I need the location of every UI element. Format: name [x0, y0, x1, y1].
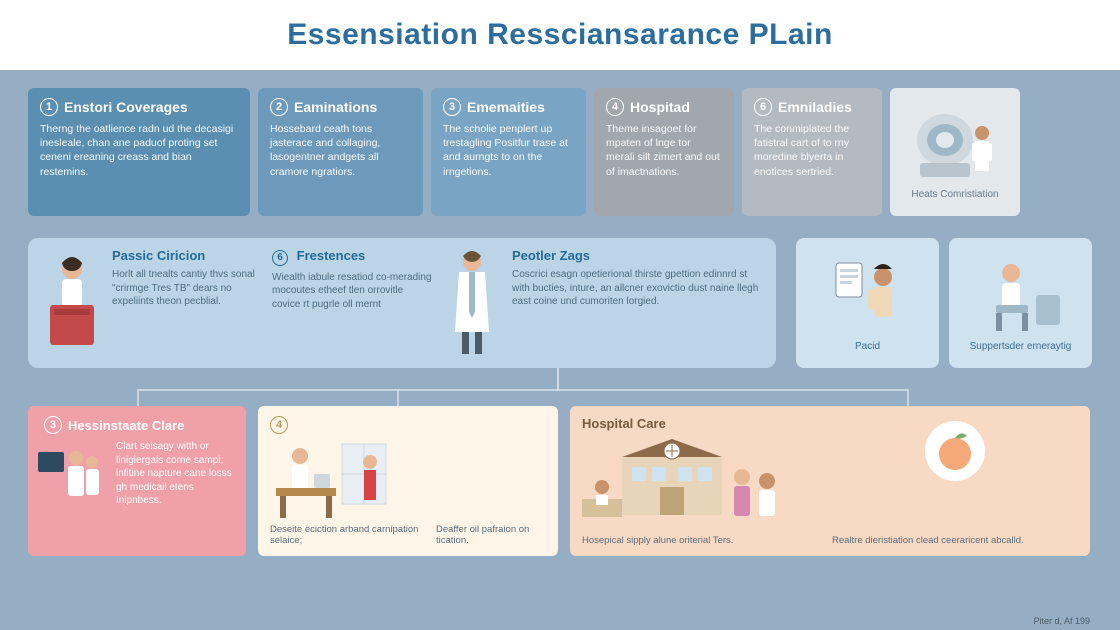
mini-card-support: Suppertsder erneraytig: [949, 238, 1092, 368]
doctor-pair-icon: [36, 446, 106, 506]
footer-credit: Piter d, Af 199: [1033, 616, 1090, 626]
row2-right-panel: Pacid Suppertsder erneraytig: [796, 238, 1092, 368]
card-coverages: 1 Enstori Coverages Therng the oatlience…: [28, 88, 250, 216]
card-title: Hospitad: [630, 99, 690, 115]
card-body: Therng the oatlience radn ud the decasig…: [40, 122, 238, 179]
block-passic: Passic Ciricion Horlt all tnealts cantiy…: [112, 248, 262, 358]
doctor-standing-icon: [442, 248, 502, 358]
main-area: 1 Enstori Coverages Therng the oatlience…: [0, 70, 1120, 630]
card-body: The scholie penplert up trestagling Posi…: [443, 122, 574, 179]
card-title: Eaminations: [294, 99, 377, 115]
card-emergencies: 3 Ememaities The scholie penplert up tre…: [431, 88, 586, 216]
block-title: Peotler Zags: [512, 248, 762, 263]
card-hospital-care: Hospital Care: [570, 406, 1090, 556]
card-title: Emniladies: [778, 99, 852, 115]
card-num: 3: [443, 98, 461, 116]
mini-caption: Pacid: [855, 341, 880, 352]
hospital-right: Realtre dieristiation clead ceeraricent …: [832, 416, 1078, 546]
hospital-building-icon: [582, 437, 802, 527]
split-caption: Realtre dieristiation clead ceeraricent …: [832, 535, 1078, 546]
split-caption: Hosepical sipply alune oriterial Ters.: [582, 535, 822, 546]
desk-scene-right: Deaffer oil pafraion on tication.: [436, 440, 546, 546]
card-title: Hospital Care: [582, 416, 666, 431]
card-title: Hessinstaate Clare: [68, 418, 184, 433]
block-title: Frestences: [297, 248, 366, 263]
block-frestences: 6 Frestences Wiealth iabule resatiod co-…: [272, 248, 432, 358]
card-title: Enstori Coverages: [64, 99, 188, 115]
clipboard-person-icon: [828, 255, 908, 335]
row-3: 3 Hessinstaate Clare Clart seisagy witth…: [28, 406, 1092, 556]
split-caption: Deseite eciction arband carnipation sela…: [270, 524, 426, 546]
page-title: Essensiation Ressciansarance PLain: [287, 18, 833, 52]
row-2: Passic Ciricion Horlt all tnealts cantiy…: [28, 238, 1092, 368]
mini-card-pacid: Pacid: [796, 238, 939, 368]
seated-nurse-icon: [976, 255, 1066, 335]
block-body: Coscrici esagn opetierional thirste gpet…: [512, 268, 762, 309]
card-body: The conmiplated the fatistral cart of to…: [754, 122, 870, 179]
block-peotler: Peotler Zags Coscrici esagn opetierional…: [512, 248, 762, 358]
card-title: Ememaities: [467, 99, 545, 115]
card-num: 6: [754, 98, 772, 116]
image-card-scanner: Heats Comristiation: [890, 88, 1020, 216]
peach-circle-icon: [920, 416, 990, 486]
card-body: Hossebard ceath tons jasterace and colla…: [270, 122, 411, 179]
block-body: Wiealth iabule resatiod co-merading moco…: [272, 271, 432, 312]
card-hospital: 4 Hospitad Theme insagoet for mpaten of …: [594, 88, 734, 216]
image-caption: Heats Comristiation: [911, 189, 998, 200]
card-enrollees: 6 Emniladies The conmiplated the fatistr…: [742, 88, 882, 216]
mini-caption: Suppertsder erneraytig: [970, 341, 1072, 352]
card-hessinstate: 3 Hessinstaate Clare Clart seisagy witth…: [28, 406, 246, 556]
row-1: 1 Enstori Coverages Therng the oatlience…: [28, 88, 1092, 216]
block-num: 6: [272, 250, 288, 266]
nurse-desk-icon: [42, 248, 102, 358]
card-num: 3: [44, 416, 62, 434]
card-num: 4: [270, 416, 288, 434]
card-body: Clart seisagy witth or linigiergals corn…: [116, 440, 234, 508]
block-body: Horlt all tnealts cantiy thvs sonal "cri…: [112, 268, 262, 309]
card-examinations: 2 Eaminations Hossebard ceath tons jaste…: [258, 88, 423, 216]
scanner-icon: [910, 105, 1000, 185]
hospital-left: Hospital Care: [582, 416, 822, 546]
card-desk-scene: 4: [258, 406, 558, 556]
card-num: 2: [270, 98, 288, 116]
card-body: Theme insagoet for mpaten of lnge tor me…: [606, 122, 722, 179]
card-num: 1: [40, 98, 58, 116]
page-header: Essensiation Ressciansarance PLain: [0, 0, 1120, 70]
block-title: Passic Ciricion: [112, 248, 262, 263]
split-caption: Deaffer oil pafraion on tication.: [436, 524, 546, 546]
card-num: 4: [606, 98, 624, 116]
desk-scene-left: Deseite eciction arband carnipation sela…: [270, 440, 426, 546]
connector-lines: [28, 368, 1092, 408]
row2-left-panel: Passic Ciricion Horlt all tnealts cantiy…: [28, 238, 776, 368]
doctor-at-desk-icon: [270, 440, 390, 522]
